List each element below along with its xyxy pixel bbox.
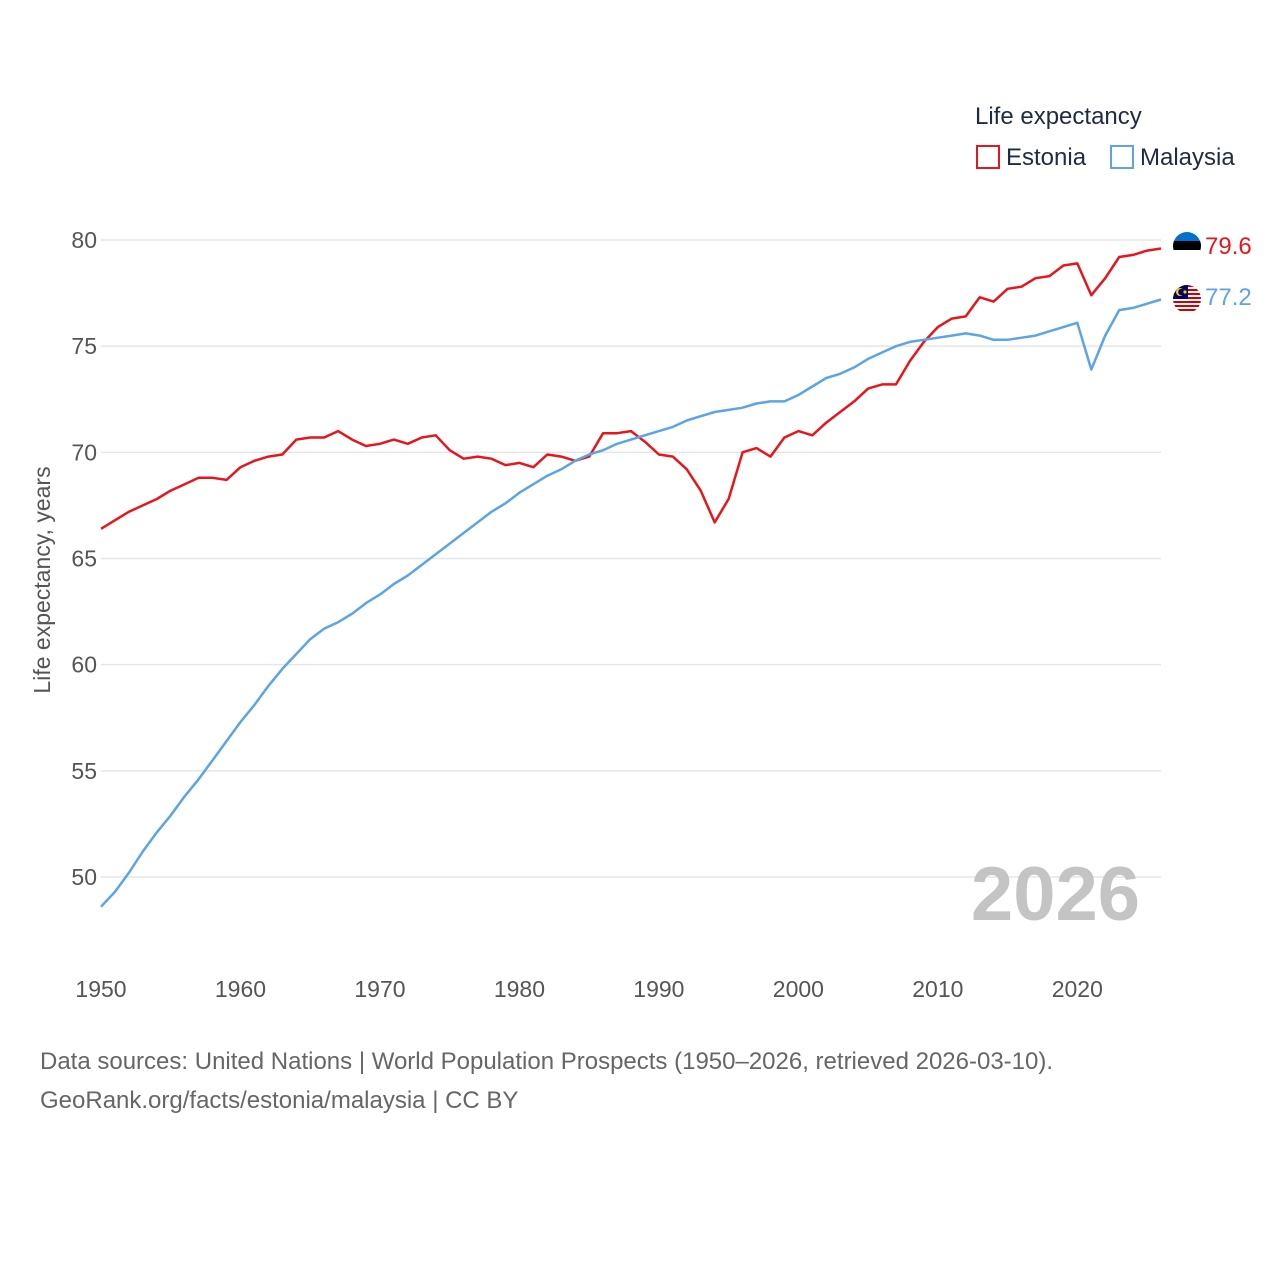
x-tick-label: 1980 (494, 976, 545, 1002)
x-tick-label: 1990 (633, 976, 684, 1002)
estonia-end-label: 79.6 (1205, 233, 1252, 260)
footer: Data sources: United Nations | World Pop… (40, 1042, 1053, 1120)
series-line-estonia (100, 247, 1162, 530)
y-tick-label: 55 (71, 758, 97, 784)
legend-swatch-estonia (976, 145, 1000, 169)
y-axis-title: Life expectancy, years (29, 466, 55, 693)
legend-label-malaysia: Malaysia (1140, 144, 1235, 171)
legend-label-estonia: Estonia (1006, 144, 1087, 171)
year-watermark: 2026 (971, 852, 1140, 937)
estonia-flag-icon (1173, 232, 1201, 260)
x-axis-ticks: 1950 1960 1970 1980 1990 2000 2010 2020 (75, 976, 1102, 1002)
legend-title: Life expectancy (975, 103, 1142, 130)
x-tick-label: 1970 (354, 976, 405, 1002)
life-expectancy-chart: 50 55 60 65 70 75 80 1950 1960 1970 1980 1990 2000 2… (29, 103, 1252, 1002)
legend-swatch-malaysia (1110, 145, 1134, 169)
x-tick-label: 2010 (912, 976, 963, 1002)
series-lines (100, 247, 1162, 908)
malaysia-flag-icon (1173, 285, 1201, 313)
y-axis-ticks: 50 55 60 65 70 75 80 (71, 227, 97, 890)
legend: Life expectancy Estonia Malaysia (975, 103, 1235, 171)
gridlines (101, 239, 1161, 878)
x-tick-label: 1950 (75, 976, 126, 1002)
y-tick-label: 60 (71, 652, 97, 678)
y-tick-label: 65 (71, 546, 97, 572)
x-tick-label: 2020 (1052, 976, 1103, 1002)
malaysia-end-label: 77.2 (1205, 284, 1252, 311)
y-tick-label: 80 (71, 227, 97, 253)
y-tick-label: 70 (71, 439, 97, 465)
x-tick-label: 2000 (773, 976, 824, 1002)
series-line-malaysia (100, 298, 1162, 908)
y-tick-label: 50 (71, 864, 97, 890)
y-tick-label: 75 (71, 333, 97, 359)
attribution-link[interactable]: GeoRank.org/facts/estonia/malaysia | CC … (40, 1087, 519, 1114)
data-sources-text: Data sources: United Nations | World Pop… (40, 1048, 1054, 1075)
x-tick-label: 1960 (215, 976, 266, 1002)
